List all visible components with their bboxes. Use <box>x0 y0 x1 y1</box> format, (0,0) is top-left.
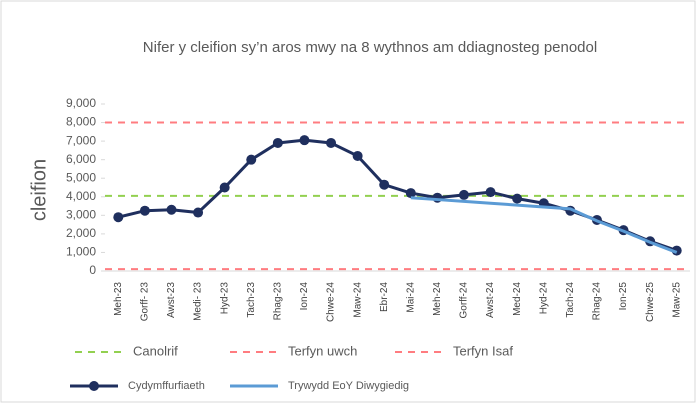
x-tick-label: Tach-24 <box>565 282 576 318</box>
legend-marker <box>89 381 99 391</box>
x-tick-label: Ebr-24 <box>379 282 390 312</box>
x-tick-label: Chwe-25 <box>645 282 656 322</box>
data-point <box>352 150 363 161</box>
x-tick-label: Hyd-24 <box>538 282 549 315</box>
x-tick-label: Ion-24 <box>299 282 310 311</box>
y-tick-label: 1,000 <box>66 245 96 259</box>
y-tick-label: 0 <box>89 263 96 277</box>
data-point <box>219 182 230 193</box>
legend-label: Trywydd EoY Diwygiedig <box>288 380 409 392</box>
x-tick-label: Medi- 23 <box>193 282 204 321</box>
y-tick-label: 8,000 <box>66 115 96 129</box>
x-tick-label: Maw-24 <box>352 282 363 318</box>
x-tick-label: Mai-24 <box>405 282 416 313</box>
y-tick-label: 4,000 <box>66 189 96 203</box>
series-line <box>410 196 678 254</box>
data-point <box>485 187 496 198</box>
data-point <box>166 204 177 215</box>
x-tick-label: Maw-25 <box>671 282 682 318</box>
x-tick-label: Chwe-24 <box>326 282 337 322</box>
data-point <box>379 179 390 190</box>
x-tick-label: Ion-25 <box>618 282 629 311</box>
y-tick-label: 7,000 <box>66 133 96 147</box>
x-tick-label: Meh-24 <box>432 282 443 316</box>
data-point <box>512 193 523 204</box>
legend-label: Cydymffurfiaeth <box>128 380 205 392</box>
legend-label: Canolrif <box>133 343 178 358</box>
x-tick-label: Meh-23 <box>113 282 124 316</box>
chart-title: Nifer y cleifion sy’n aros mwy na 8 wyth… <box>142 39 598 56</box>
data-point <box>458 189 469 200</box>
x-tick-label: Gorff- 23 <box>140 282 151 322</box>
x-tick-label: Awst-24 <box>485 282 496 318</box>
data-point <box>299 135 310 146</box>
x-tick-label: Gorff-24 <box>459 282 470 319</box>
x-tick-label: Hyd-23 <box>219 282 230 315</box>
y-axis-title: cleifion <box>28 159 50 221</box>
x-tick-label: Rhag-23 <box>272 282 283 321</box>
x-tick-label: Awst-23 <box>166 282 177 318</box>
legend-label: Terfyn Isaf <box>453 343 513 358</box>
y-tick-label: 3,000 <box>66 208 96 222</box>
legend-label: Terfyn uwch <box>288 343 357 358</box>
data-point <box>272 137 283 148</box>
data-point <box>326 137 337 148</box>
data-point <box>405 188 416 199</box>
data-point <box>113 212 124 223</box>
x-tick-label: Rhag-24 <box>592 282 603 321</box>
y-tick-label: 5,000 <box>66 170 96 184</box>
y-tick-label: 2,000 <box>66 226 96 240</box>
data-point <box>246 154 257 165</box>
y-tick-label: 9,000 <box>66 96 96 110</box>
data-point <box>139 205 150 216</box>
data-point <box>193 207 204 218</box>
y-tick-label: 6,000 <box>66 152 96 166</box>
x-tick-label: Tach-23 <box>246 282 257 318</box>
x-tick-label: Med-24 <box>512 282 523 316</box>
